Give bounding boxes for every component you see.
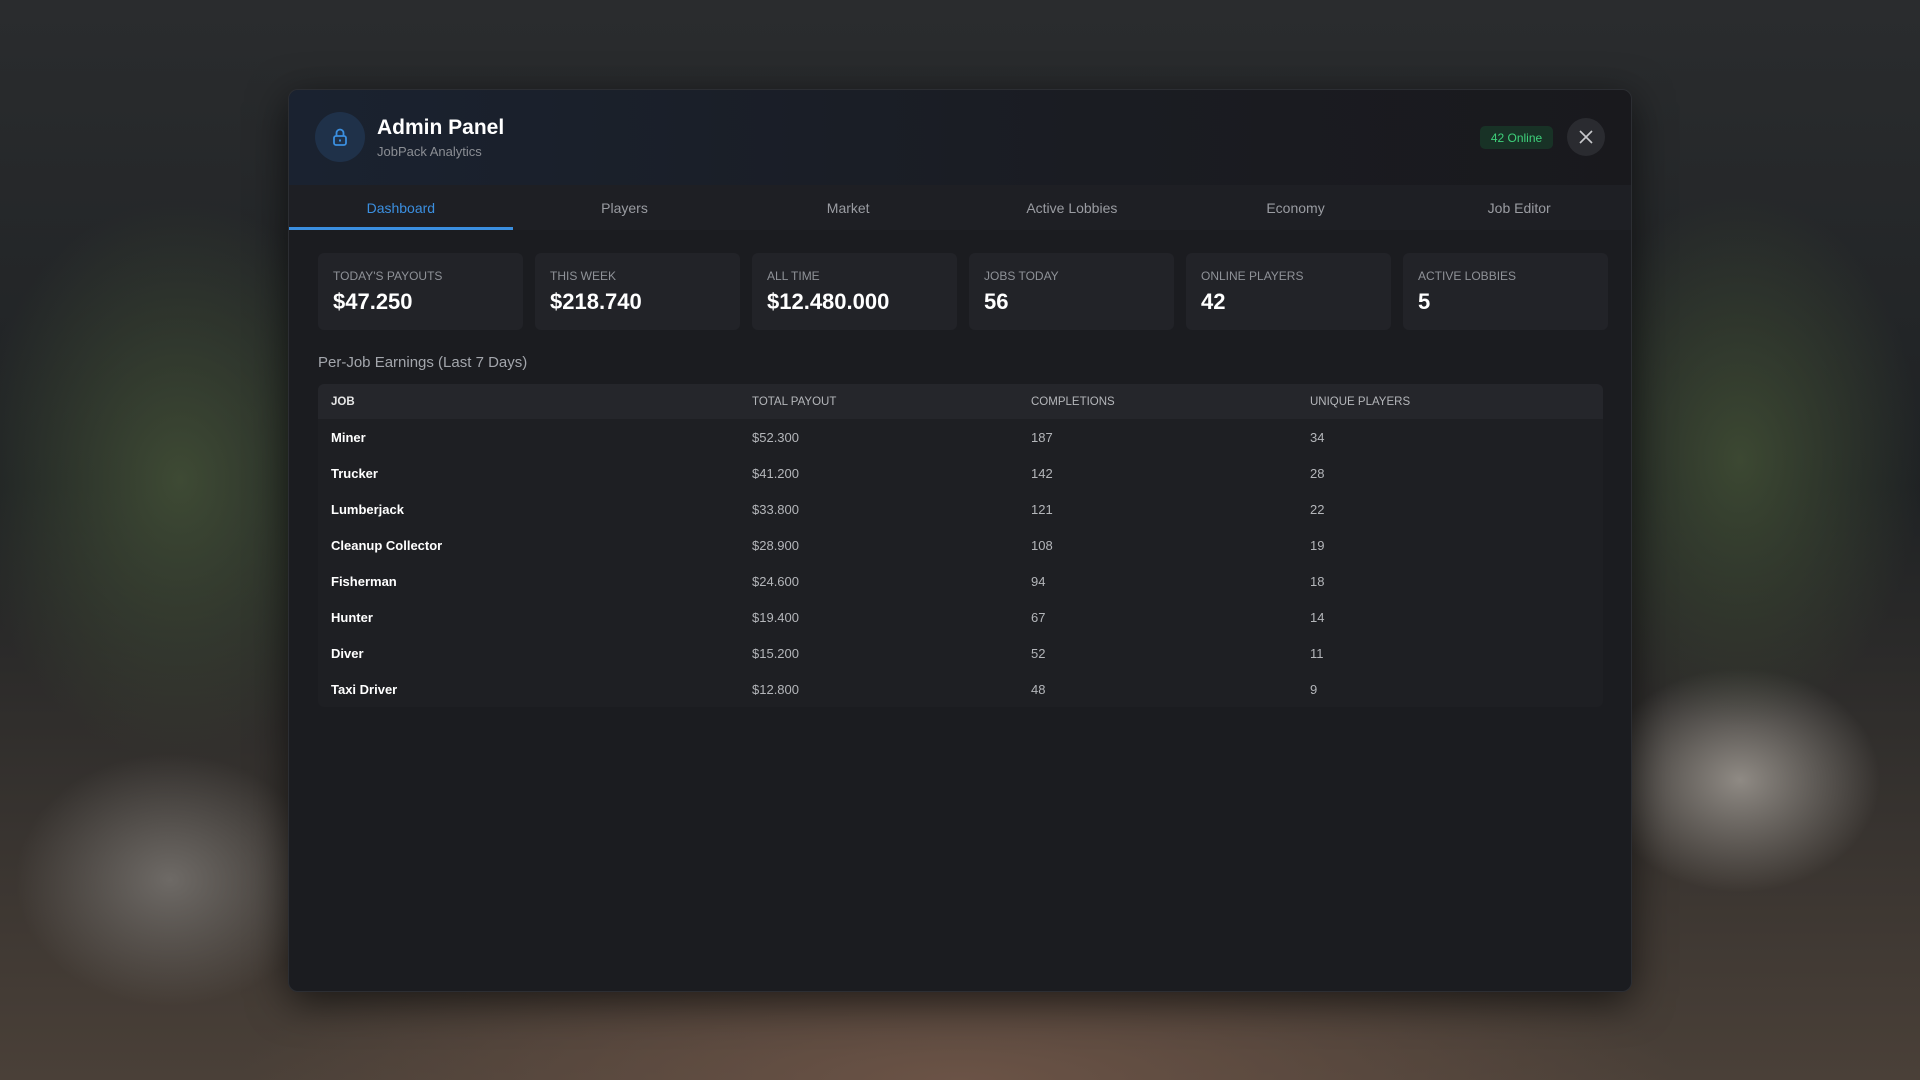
- stat-label: Online Players: [1201, 269, 1304, 283]
- unique-players-cell: 11: [1310, 645, 1324, 661]
- completions-cell: 187: [1031, 429, 1053, 445]
- job-cell: Fisherman: [331, 573, 397, 589]
- stat-value: 56: [984, 289, 1009, 314]
- completions-cell: 121: [1031, 501, 1053, 517]
- job-cell: Diver: [331, 645, 364, 661]
- stat-value: 42: [1201, 289, 1226, 314]
- stat-label: Today's Payouts: [333, 269, 443, 283]
- unique-players-cell: 28: [1310, 465, 1325, 481]
- payout-cell: $33.800: [752, 501, 799, 517]
- lock-icon: [315, 112, 365, 162]
- completions-cell: 142: [1031, 465, 1053, 481]
- admin-panel-window: Admin Panel JobPack Analytics 42 Online …: [288, 89, 1632, 992]
- payout-cell: $15.200: [752, 645, 799, 661]
- stat-card-active-lobbies: Active Lobbies 5: [1403, 253, 1608, 330]
- stat-card-jobs-today: Jobs Today 56: [969, 253, 1174, 330]
- column-header-total-payout: Total Payout: [752, 395, 837, 408]
- tab-dashboard[interactable]: Dashboard: [289, 185, 513, 230]
- stat-label: This Week: [550, 269, 617, 283]
- earnings-table: Job Total Payout Completions Unique Play…: [318, 384, 1603, 707]
- table-row: Miner $52.300 187 34: [318, 419, 1603, 455]
- table-row: Hunter $19.400 67 14: [318, 599, 1603, 635]
- tab-market[interactable]: Market: [826, 199, 870, 216]
- stat-value: 5: [1418, 289, 1431, 314]
- table-header: Job Total Payout Completions Unique Play…: [318, 384, 1603, 419]
- close-button[interactable]: [1567, 118, 1605, 156]
- tab-economy[interactable]: Economy: [1266, 199, 1325, 216]
- stat-card-this-week: This Week $218.740: [535, 253, 740, 330]
- table-row: Lumberjack $33.800 121 22: [318, 491, 1603, 527]
- table-row: Trucker $41.200 142 28: [318, 455, 1603, 491]
- column-header-completions: Completions: [1031, 395, 1115, 408]
- close-icon: [1579, 130, 1593, 144]
- completions-cell: 108: [1031, 537, 1053, 553]
- job-cell: Trucker: [331, 465, 378, 481]
- completions-cell: 52: [1031, 645, 1046, 661]
- panel-title: Admin Panel: [377, 116, 505, 139]
- tab-active-lobbies[interactable]: Active Lobbies: [1026, 199, 1118, 216]
- unique-players-cell: 22: [1310, 501, 1325, 517]
- stat-label: All Time: [767, 269, 820, 283]
- job-cell: Hunter: [331, 609, 373, 625]
- unique-players-cell: 9: [1310, 681, 1318, 697]
- column-header-job: Job: [331, 395, 355, 408]
- stat-card-online-players: Online Players 42: [1186, 253, 1391, 330]
- stat-value: $12.480.000: [767, 289, 890, 314]
- stat-label: Active Lobbies: [1418, 269, 1517, 283]
- payout-cell: $19.400: [752, 609, 799, 625]
- payout-cell: $41.200: [752, 465, 799, 481]
- completions-cell: 48: [1031, 681, 1046, 697]
- table-row: Taxi Driver $12.800 48 9: [318, 671, 1603, 707]
- stat-value: $47.250: [333, 289, 413, 314]
- payout-cell: $24.600: [752, 573, 799, 589]
- completions-cell: 67: [1031, 609, 1046, 625]
- unique-players-cell: 14: [1310, 609, 1325, 625]
- payout-cell: $28.900: [752, 537, 799, 553]
- panel-subtitle: JobPack Analytics: [377, 144, 482, 159]
- stat-cards: Today's Payouts $47.250 This Week $218.740…: [318, 253, 1608, 330]
- payout-cell: $52.300: [752, 429, 799, 445]
- unique-players-cell: 18: [1310, 573, 1325, 589]
- stat-card-todays-payouts: Today's Payouts $47.250: [318, 253, 523, 330]
- job-cell: Taxi Driver: [331, 681, 398, 697]
- completions-cell: 94: [1031, 573, 1046, 589]
- unique-players-cell: 34: [1310, 429, 1325, 445]
- job-cell: Miner: [331, 429, 366, 445]
- payout-cell: $12.800: [752, 681, 799, 697]
- stat-label: Jobs Today: [984, 269, 1059, 283]
- tab-job-editor[interactable]: Job Editor: [1487, 199, 1551, 216]
- unique-players-cell: 19: [1310, 537, 1325, 553]
- table-row: Diver $15.200 52 11: [318, 635, 1603, 671]
- tab-bar: Dashboard Players Market Active Lobbies …: [289, 185, 1631, 230]
- stat-card-all-time: All Time $12.480.000: [752, 253, 957, 330]
- panel-header: Admin Panel JobPack Analytics 42 Online: [289, 90, 1631, 185]
- tab-players[interactable]: Players: [601, 199, 648, 216]
- job-cell: Cleanup Collector: [331, 537, 443, 553]
- job-cell: Lumberjack: [331, 501, 404, 517]
- table-row: Cleanup Collector $28.900 108 19: [318, 527, 1603, 563]
- section-title: Per-Job Earnings (Last 7 Days): [318, 354, 528, 371]
- column-header-unique-players: Unique Players: [1310, 395, 1411, 408]
- online-status-badge: 42 Online: [1480, 126, 1553, 149]
- table-row: Fisherman $24.600 94 18: [318, 563, 1603, 599]
- stat-value: $218.740: [550, 289, 642, 314]
